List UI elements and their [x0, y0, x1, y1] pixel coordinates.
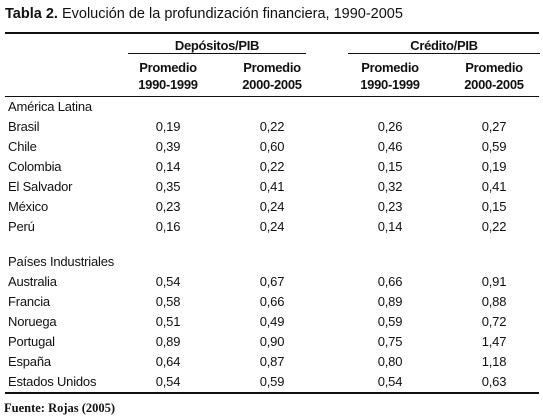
table-cell: 0,63 — [481, 374, 507, 389]
table-cell: 0,64 — [155, 354, 181, 369]
table-cell: 0,58 — [155, 294, 181, 309]
table-cell: 0,59 — [259, 374, 285, 389]
row-country: España — [8, 354, 51, 369]
table-cell: 0,72 — [481, 314, 507, 329]
table-caption: Evolución de la profundización financier… — [61, 6, 403, 22]
row-country: Portugal — [8, 334, 55, 349]
table-cell: 0,54 — [155, 374, 181, 389]
table-cell: 0,32 — [377, 179, 403, 194]
table-cell: 0,26 — [377, 119, 403, 134]
row-country: México — [8, 199, 48, 214]
table-cell: 0,22 — [259, 119, 285, 134]
group-rule-depositos — [128, 53, 306, 54]
header-rule — [5, 96, 539, 97]
top-rule — [5, 32, 539, 34]
table-cell: 0,60 — [259, 139, 285, 154]
table-cell: 0,24 — [259, 219, 285, 234]
row-country: Colombia — [8, 159, 62, 174]
table-cell: 0,16 — [155, 219, 181, 234]
row-country: El Salvador — [8, 179, 73, 194]
table-cell: 0,41 — [481, 179, 507, 194]
group-header-credito: Crédito/PIB — [410, 38, 478, 53]
section-heading: Países Industriales — [8, 254, 115, 269]
table-cell: 0,89 — [377, 294, 403, 309]
table-cell: 0,90 — [259, 334, 285, 349]
table-number: Tabla 2. — [5, 6, 58, 22]
table-cell: 0,22 — [259, 159, 285, 174]
group-rule-credito — [348, 53, 540, 54]
table-cell: 0,67 — [259, 274, 285, 289]
table-cell: 0,91 — [481, 274, 507, 289]
table-cell: 0,88 — [481, 294, 507, 309]
table-cell: 0,80 — [377, 354, 403, 369]
table-cell: 0,14 — [377, 219, 403, 234]
table-cell: 0,49 — [259, 314, 285, 329]
table-cell: 0,41 — [259, 179, 285, 194]
bottom-rule — [5, 392, 539, 394]
group-header-depositos: Depósitos/PIB — [174, 38, 260, 53]
table-cell: 0,23 — [377, 199, 403, 214]
table-cell: 0,22 — [481, 219, 507, 234]
table-cell: 0,15 — [377, 159, 403, 174]
source-note: Fuente: Rojas (2005) — [4, 401, 116, 415]
row-country: Australia — [8, 274, 57, 289]
row-country: Chile — [8, 139, 37, 154]
section-heading: América Latina — [8, 99, 92, 114]
table-cell: 0,15 — [481, 199, 507, 214]
table-cell: 0,24 — [259, 199, 285, 214]
table-cell: 0,35 — [155, 179, 181, 194]
table-cell: 0,54 — [377, 374, 403, 389]
row-country: Francia — [8, 294, 50, 309]
row-country: Perú — [8, 219, 35, 234]
table-cell: 0,54 — [155, 274, 181, 289]
table-cell: 1,18 — [481, 354, 507, 369]
row-country: Brasil — [8, 119, 40, 134]
row-country: Estados Unidos — [8, 374, 97, 389]
table-cell: 0,39 — [155, 139, 181, 154]
subheader-dep-2000-2005: Promedio 2000-2005 — [242, 60, 302, 92]
subheader-cred-1990-1999: Promedio 1990-1999 — [360, 60, 420, 92]
table-cell: 0,66 — [377, 274, 403, 289]
table-title: Tabla 2. Evolución de la profundización … — [5, 6, 403, 22]
table-cell: 0,66 — [259, 294, 285, 309]
table-cell: 0,59 — [481, 139, 507, 154]
table-cell: 0,51 — [155, 314, 181, 329]
table-cell: 0,46 — [377, 139, 403, 154]
table-cell: 0,87 — [259, 354, 285, 369]
table-cell: 0,59 — [377, 314, 403, 329]
table-cell: 1,47 — [481, 334, 507, 349]
table-cell: 0,27 — [481, 119, 507, 134]
table-cell: 0,23 — [155, 199, 181, 214]
subheader-cred-2000-2005: Promedio 2000-2005 — [464, 60, 524, 92]
table-cell: 0,19 — [155, 119, 181, 134]
row-country: Noruega — [8, 314, 57, 329]
table-cell: 0,89 — [155, 334, 181, 349]
table-cell: 0,19 — [481, 159, 507, 174]
table-cell: 0,14 — [155, 159, 181, 174]
table-cell: 0,75 — [377, 334, 403, 349]
subheader-dep-1990-1999: Promedio 1990-1999 — [138, 60, 198, 92]
